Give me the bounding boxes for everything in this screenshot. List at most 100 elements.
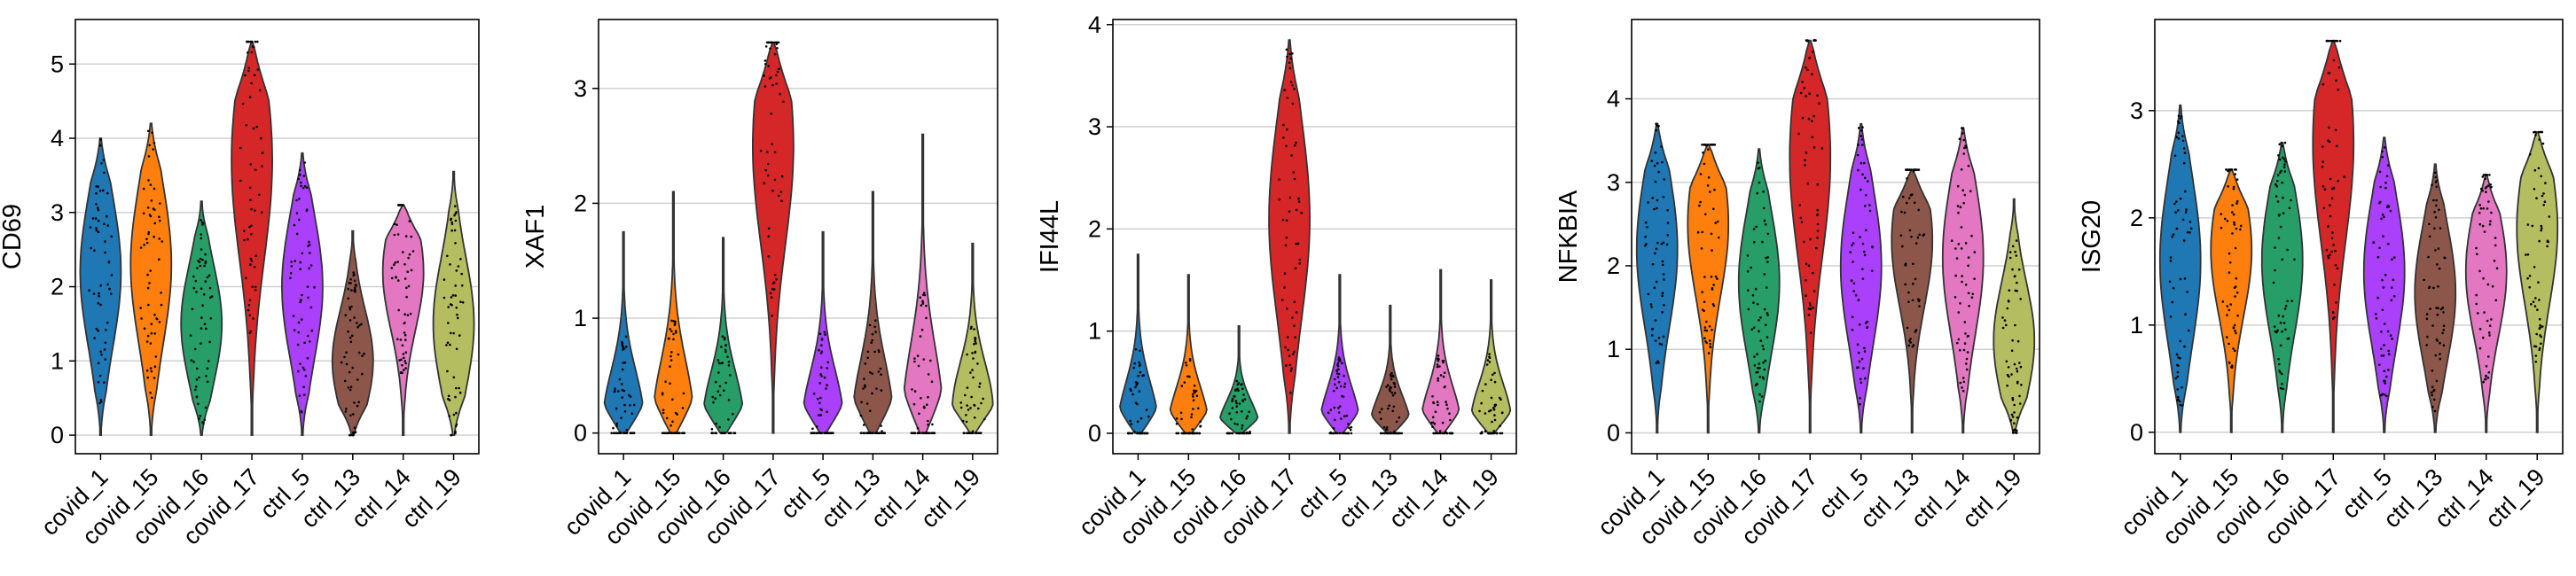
data-point: [198, 376, 200, 379]
data-point: [1964, 284, 1968, 286]
data-point: [396, 233, 400, 236]
data-point: [97, 362, 100, 365]
data-point: [2168, 280, 2172, 284]
data-point: [204, 253, 207, 256]
data-point: [866, 350, 870, 354]
data-point: [450, 218, 452, 222]
data-point: [812, 432, 816, 435]
data-point: [2179, 277, 2182, 281]
data-point: [2538, 239, 2541, 243]
data-point: [1918, 233, 1921, 237]
data-point: [1965, 362, 1968, 365]
data-point: [139, 307, 142, 309]
data-point: [875, 387, 878, 390]
data-point: [200, 327, 203, 330]
data-point: [360, 323, 363, 326]
data-point: [779, 191, 783, 193]
data-point: [146, 334, 150, 338]
data-point: [354, 288, 356, 292]
data-point: [1286, 128, 1288, 131]
data-point: [625, 432, 628, 435]
data-point: [2442, 324, 2446, 328]
data-point: [927, 373, 930, 376]
data-point: [2431, 393, 2433, 397]
data-point: [2235, 199, 2239, 203]
data-point: [966, 432, 969, 435]
data-point: [670, 351, 673, 354]
data-point: [2184, 211, 2188, 214]
data-point: [2335, 301, 2337, 304]
data-point: [2284, 328, 2287, 331]
data-point: [2378, 246, 2381, 250]
data-point: [261, 165, 263, 167]
data-point: [775, 74, 778, 77]
data-point: [1347, 432, 1350, 435]
violin-ctrl_19: [1993, 198, 2036, 434]
data-point: [1656, 161, 1659, 165]
data-point: [2533, 188, 2536, 191]
data-point: [1300, 211, 1303, 214]
data-point: [1710, 276, 1713, 278]
data-point: [248, 225, 251, 229]
data-point: [2490, 211, 2493, 214]
data-point: [1445, 401, 1447, 403]
data-point: [356, 322, 358, 324]
data-point: [682, 432, 685, 435]
data-point: [767, 235, 771, 238]
data-point: [864, 362, 867, 365]
data-point: [2485, 191, 2487, 193]
violin-covid_17: [231, 41, 274, 436]
data-point: [1703, 329, 1707, 332]
data-point: [1651, 262, 1655, 266]
data-point: [2281, 181, 2283, 184]
data-point: [1807, 307, 1811, 310]
data-point: [2278, 214, 2281, 216]
data-point: [249, 198, 252, 201]
data-point: [1175, 417, 1178, 420]
data-point: [160, 303, 163, 307]
data-point: [820, 366, 823, 369]
data-point: [2436, 263, 2439, 266]
data-point: [969, 407, 972, 409]
data-point: [1962, 348, 1966, 352]
data-point: [2001, 326, 2005, 330]
data-point: [1906, 201, 1908, 205]
data-point: [1436, 363, 1439, 366]
data-point: [1709, 342, 1711, 346]
data-point: [1808, 56, 1812, 59]
data-point: [1295, 311, 1298, 314]
data-point: [871, 372, 873, 375]
data-point: [778, 67, 780, 70]
data-point: [1699, 200, 1702, 204]
data-point: [974, 339, 976, 343]
data-point: [2536, 308, 2539, 311]
data-point: [927, 395, 929, 399]
data-point: [2276, 180, 2279, 183]
data-point: [1134, 348, 1138, 351]
data-point: [1703, 144, 1706, 146]
data-point: [403, 277, 407, 280]
data-point: [2333, 284, 2336, 286]
data-point: [766, 151, 769, 153]
data-point: [455, 347, 458, 351]
data-point: [1341, 432, 1344, 435]
data-point: [403, 369, 405, 371]
data-point: [816, 432, 818, 435]
data-point: [106, 191, 109, 195]
data-point: [2322, 82, 2325, 86]
data-point: [1754, 287, 1758, 291]
data-point: [2290, 300, 2293, 303]
data-point: [2385, 175, 2389, 178]
data-point: [139, 246, 143, 249]
data-point: [460, 272, 463, 276]
violin-covid_17: [2312, 40, 2355, 433]
data-point: [2228, 271, 2231, 274]
data-point: [1133, 431, 1136, 433]
data-point: [1859, 323, 1861, 326]
data-point: [309, 306, 313, 309]
violin-ctrl_19: [951, 242, 994, 434]
data-point: [2177, 131, 2181, 135]
data-point: [1863, 176, 1867, 180]
data-point: [1500, 432, 1504, 435]
data-point: [1813, 146, 1816, 149]
